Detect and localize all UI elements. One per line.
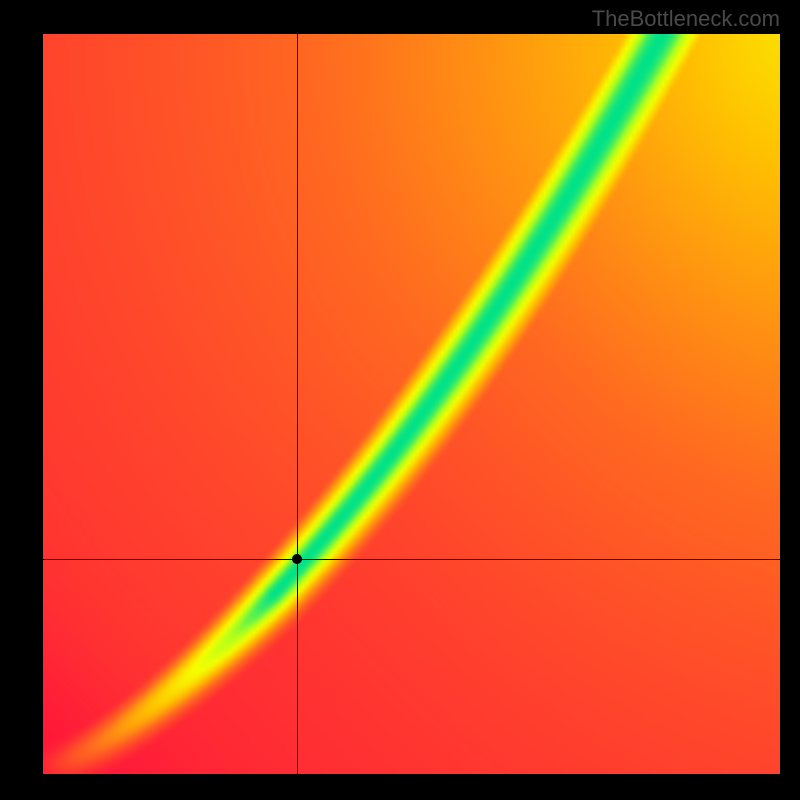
watermark-text: TheBottleneck.com <box>592 6 780 32</box>
crosshair-marker-dot <box>292 554 302 564</box>
bottleneck-heatmap <box>43 34 780 774</box>
heatmap-canvas <box>43 34 780 774</box>
crosshair-horizontal <box>43 559 780 560</box>
crosshair-vertical <box>297 34 298 774</box>
